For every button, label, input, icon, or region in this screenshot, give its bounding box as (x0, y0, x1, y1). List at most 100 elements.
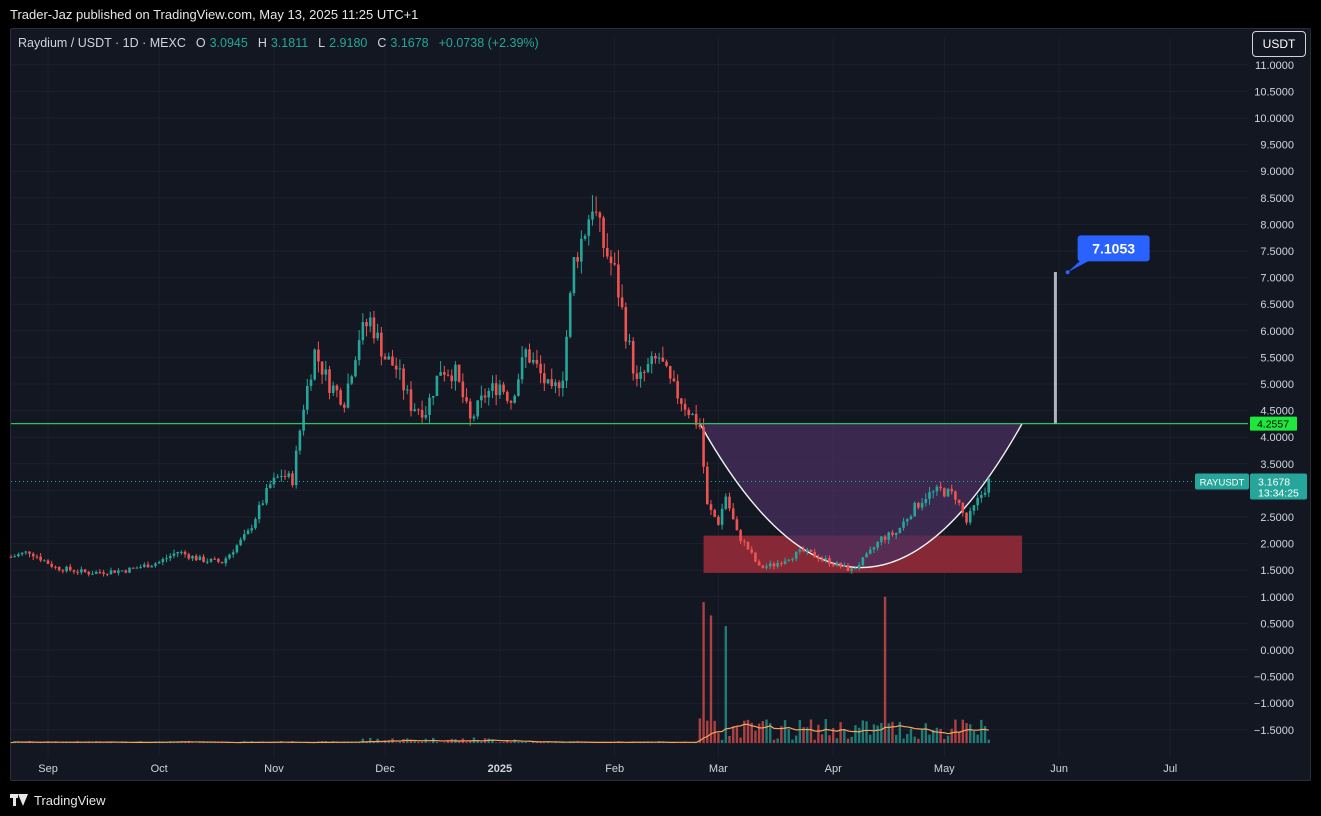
candle-body (335, 385, 339, 391)
volume-bar (776, 738, 779, 744)
volume-bar (783, 720, 787, 744)
candle-body (505, 391, 509, 401)
candle-body (768, 563, 772, 567)
candle-body (654, 356, 657, 359)
x-tick-label: Nov (264, 763, 284, 775)
symbol-label[interactable]: Raydium / USDT · 1D · MEXC (18, 36, 186, 50)
candle-body (20, 552, 24, 555)
candle-body (324, 369, 328, 375)
volume-bar (769, 723, 772, 744)
candle-body (680, 398, 683, 404)
y-tick-label: 1.5000 (1260, 565, 1294, 577)
close-key: C (377, 36, 387, 50)
candle-body (898, 527, 902, 533)
candle-body (920, 503, 924, 508)
candle-body (398, 368, 402, 370)
candle-body (280, 475, 283, 477)
candle-body (468, 401, 472, 419)
candle-body (202, 556, 205, 562)
candle-body (731, 508, 735, 520)
volume-bar (754, 730, 757, 744)
candle-body (305, 385, 309, 410)
chart-frame[interactable] (10, 28, 1311, 781)
support-price-tag (1250, 416, 1297, 431)
target-projection-bar[interactable] (1053, 271, 1057, 424)
candle-body (243, 534, 246, 540)
y-tick-label: 5.5000 (1260, 352, 1294, 364)
y-tick-label: 11.0000 (1255, 60, 1294, 72)
candle-body (739, 530, 742, 542)
volume-bar (532, 741, 535, 744)
volume-bar (835, 738, 839, 744)
candle-body (565, 336, 568, 381)
volume-bar (746, 719, 750, 744)
y-tick-label: −1.0000 (1254, 698, 1294, 710)
candle-body (246, 530, 250, 535)
candle-body (794, 551, 798, 559)
candle-body (772, 563, 776, 567)
volume-bar (709, 615, 713, 744)
y-tick-label: 4.0000 (1260, 432, 1294, 444)
volume-bar (794, 735, 798, 744)
candle-body (605, 247, 609, 257)
high-value: 3.1811 (270, 36, 309, 50)
y-tick-label: −0.5000 (1254, 672, 1294, 684)
candle-body (146, 564, 150, 568)
candle-body (420, 409, 424, 418)
volume-bar (872, 724, 876, 744)
y-tick-label: 8.5000 (1260, 193, 1294, 205)
currency-unit-button[interactable]: USDT (1252, 31, 1306, 57)
candle-body (298, 430, 302, 451)
candle-body (535, 359, 539, 364)
candle-body (346, 383, 350, 408)
candle-body (265, 487, 268, 504)
candle-body (154, 563, 157, 566)
candle-body (883, 536, 887, 540)
candle-body (435, 375, 439, 397)
candle-body (235, 545, 239, 553)
candle-body (713, 509, 716, 517)
y-tick-label: 8.0000 (1260, 219, 1294, 231)
candle-body (143, 564, 146, 567)
volume-bar (772, 739, 776, 744)
candle-body (117, 570, 120, 573)
candle-body (361, 322, 365, 341)
candle-body (972, 505, 976, 511)
candle-body (194, 555, 198, 561)
candle-body (450, 375, 454, 382)
volume-bar (828, 735, 831, 744)
volume-bar (413, 740, 416, 744)
candle-body (131, 567, 135, 569)
tradingview-footer: TradingView (10, 790, 106, 810)
cup-curve[interactable] (699, 423, 1023, 569)
candle-body (28, 551, 31, 554)
current-price-value: 3.1678 (1258, 476, 1290, 488)
candle-body (250, 528, 254, 531)
candle-body (465, 397, 468, 402)
volume-bar (820, 734, 824, 744)
candle-body (902, 521, 905, 528)
candle-body (787, 559, 791, 561)
candle-body (831, 564, 835, 566)
volume-bar (839, 722, 842, 744)
support-price-label: 4.2557 (1257, 419, 1289, 431)
candle-body (946, 488, 950, 497)
y-tick-label: 0.5000 (1260, 618, 1294, 630)
volume-bar (798, 720, 802, 744)
candle-body (268, 484, 272, 488)
candle-body (43, 560, 46, 562)
candle-body (428, 397, 431, 415)
candle-body (891, 532, 894, 536)
target-label-box[interactable] (1077, 235, 1150, 262)
candle-body (124, 570, 128, 573)
y-tick-label: 3.5000 (1260, 459, 1294, 471)
candle-body (724, 496, 728, 509)
candle-body (965, 512, 968, 523)
candle-body (217, 558, 220, 562)
candle-body (57, 566, 61, 571)
candle-body (524, 349, 528, 358)
volume-bar (780, 726, 783, 744)
volume-bar (909, 728, 913, 744)
volume-bar (817, 724, 820, 744)
